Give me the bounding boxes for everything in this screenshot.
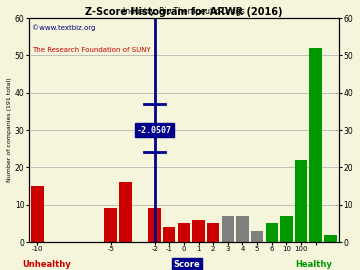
Bar bbox=[148, 208, 161, 242]
Bar bbox=[207, 223, 219, 242]
Bar bbox=[280, 216, 293, 242]
Bar bbox=[178, 223, 190, 242]
Bar bbox=[236, 216, 249, 242]
Text: Unhealthy: Unhealthy bbox=[22, 260, 71, 269]
Bar bbox=[266, 223, 278, 242]
Bar bbox=[192, 220, 205, 242]
Text: -2.0507: -2.0507 bbox=[137, 126, 172, 134]
Bar bbox=[163, 227, 175, 242]
Bar bbox=[295, 160, 307, 242]
Bar bbox=[104, 208, 117, 242]
Bar bbox=[324, 235, 337, 242]
Text: Industry: Bio Therapeutic Drugs: Industry: Bio Therapeutic Drugs bbox=[123, 7, 245, 16]
Text: The Research Foundation of SUNY: The Research Foundation of SUNY bbox=[32, 47, 150, 53]
Text: Score: Score bbox=[174, 260, 201, 269]
Text: ©www.textbiz.org: ©www.textbiz.org bbox=[32, 25, 95, 31]
Bar bbox=[119, 182, 131, 242]
Text: Healthy: Healthy bbox=[295, 260, 332, 269]
Bar bbox=[222, 216, 234, 242]
Bar bbox=[251, 231, 264, 242]
Y-axis label: Number of companies (191 total): Number of companies (191 total) bbox=[7, 78, 12, 182]
Bar bbox=[31, 186, 44, 242]
Title: Z-Score Histogram for ARWR (2016): Z-Score Histogram for ARWR (2016) bbox=[85, 7, 283, 17]
Bar bbox=[310, 48, 322, 242]
